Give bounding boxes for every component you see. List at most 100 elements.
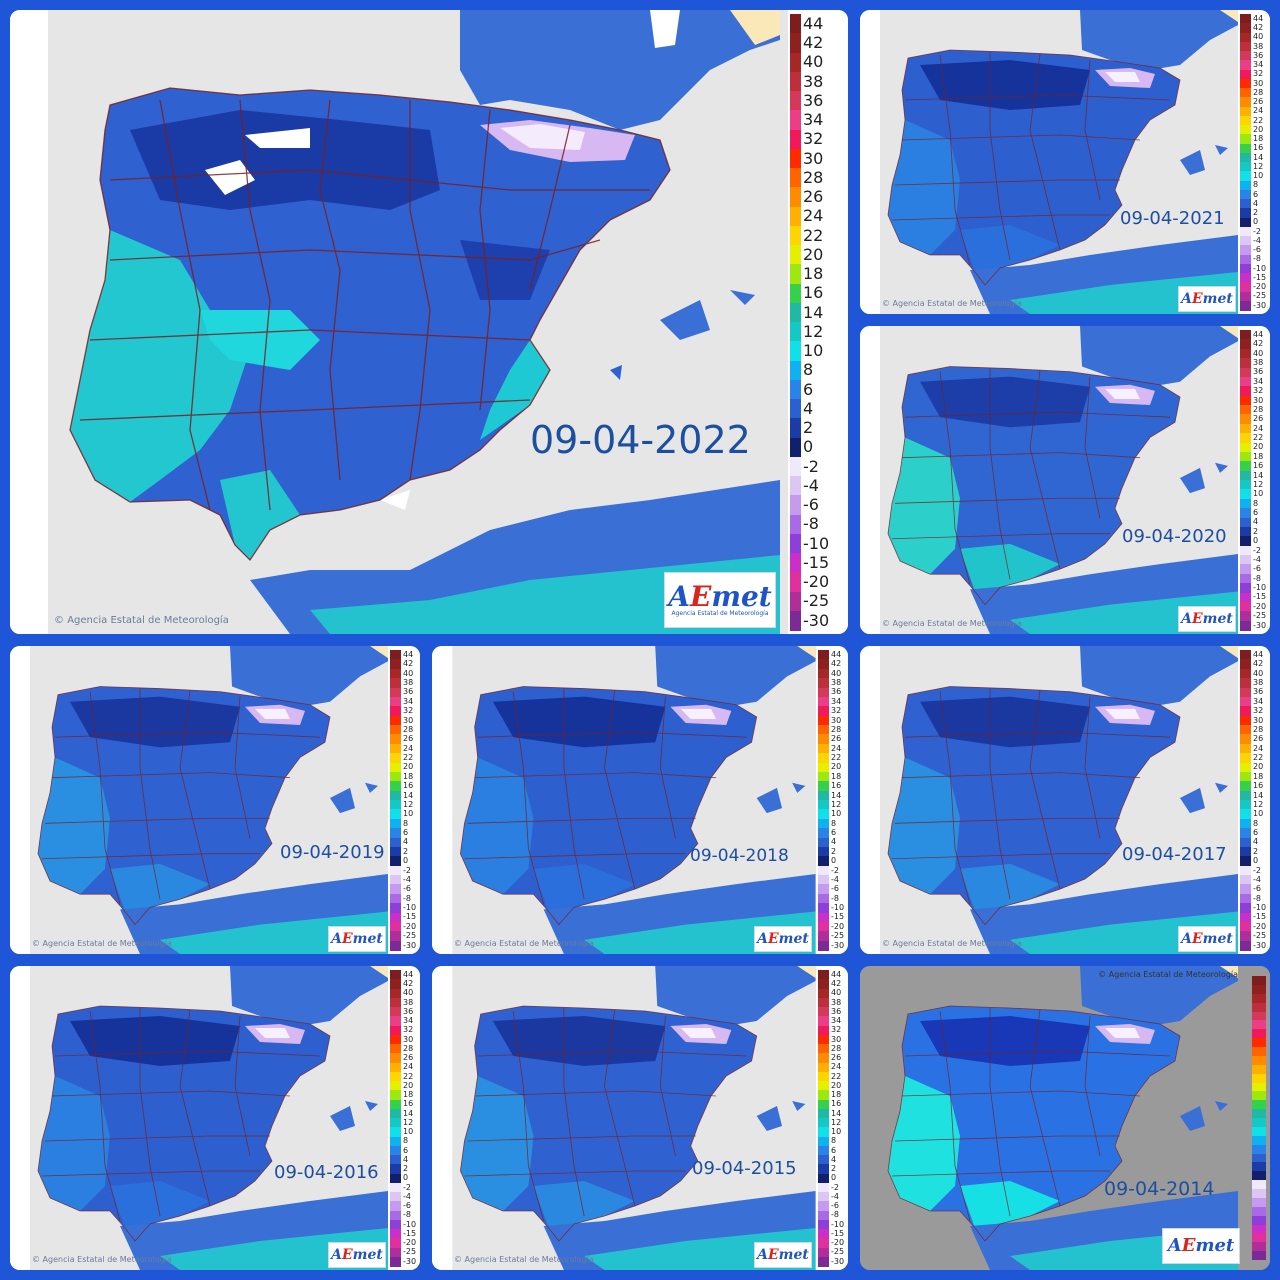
- scale-swatch: [790, 476, 801, 496]
- scale-swatch: [1240, 912, 1251, 923]
- scale-swatch: [818, 912, 829, 923]
- scale-swatch: [390, 1145, 401, 1156]
- scale-label: 0: [1253, 217, 1259, 227]
- scale-label: -10: [1253, 583, 1267, 593]
- scale-swatch: [1252, 1242, 1266, 1252]
- scale-label: 4: [403, 837, 409, 847]
- scale-swatch: [818, 1192, 829, 1202]
- scale-swatch: [1240, 696, 1251, 707]
- scale-label: 22: [1253, 753, 1264, 763]
- scale-swatch: [390, 715, 401, 726]
- panel-date: 09-04-2019: [280, 842, 385, 863]
- scale-swatch: [390, 734, 401, 745]
- scale-label: 18: [803, 264, 824, 284]
- scale-swatch: [1240, 330, 1251, 340]
- scale-label: -4: [1253, 235, 1261, 245]
- scale-swatch: [1240, 32, 1251, 43]
- scale-swatch: [1240, 781, 1251, 792]
- scale-label: 18: [403, 1090, 414, 1100]
- scale-label: 6: [831, 828, 837, 838]
- scale-swatch: [390, 1210, 401, 1221]
- scale-label: 40: [1253, 348, 1264, 358]
- scale-label: -4: [803, 475, 819, 495]
- aemet-logo: AEmet Agencia Estatal de Meteorología: [664, 572, 776, 628]
- scale-swatch: [1240, 940, 1251, 951]
- scale-label: 10: [1253, 489, 1264, 499]
- scale-swatch: [390, 1201, 401, 1212]
- scale-swatch: [1252, 1144, 1266, 1154]
- scale-label: 44: [831, 649, 842, 659]
- scale-swatch: [818, 988, 829, 999]
- scale-swatch: [390, 1256, 401, 1267]
- scale-label: 20: [803, 244, 824, 264]
- scale-swatch: [790, 322, 801, 342]
- scale-swatch: [1240, 51, 1251, 61]
- scale-swatch: [818, 1164, 829, 1175]
- scale-label: 12: [403, 799, 414, 809]
- scale-swatch: [790, 225, 801, 246]
- scale-swatch: [790, 110, 801, 131]
- scale-label: -6: [1253, 884, 1261, 894]
- color-scale: 44 42 40 38 36 34 32 30 28 26 24 22 20 18 16 14 12 10 8 6 4 2…: [1238, 326, 1270, 634]
- temperature-map: [10, 646, 420, 954]
- scale-swatch: [1240, 339, 1251, 350]
- scale-label: -15: [1253, 912, 1267, 922]
- scale-label: 0: [831, 856, 837, 866]
- map-panel-2020: 44 42 40 38 36 34 32 30 28 26 24 22 20 18 16 14 12 10 8 6 4 2…: [860, 326, 1270, 634]
- scale-swatch: [818, 1090, 829, 1101]
- scale-swatch: [1240, 620, 1251, 631]
- scale-label: 22: [403, 1071, 414, 1081]
- scale-label: -10: [831, 903, 845, 913]
- scale-swatch: [1240, 69, 1251, 80]
- scale-label: -6: [403, 884, 411, 894]
- scale-swatch: [1252, 1055, 1266, 1065]
- scale-swatch: [1240, 865, 1251, 876]
- scale-swatch: [390, 912, 401, 923]
- scale-swatch: [390, 1127, 401, 1138]
- scale-swatch: [790, 456, 801, 477]
- scale-label: -20: [1253, 601, 1267, 611]
- panel-date: 09-04-2016: [274, 1162, 379, 1183]
- scale-swatch: [818, 1136, 829, 1147]
- color-scale: 44 42 40 38 36 34 32 30 28 26 24 22 20 18 16 14 12 10 8 6 4 2…: [788, 10, 848, 634]
- scale-label: 2: [831, 846, 837, 856]
- scale-label: -4: [831, 874, 839, 884]
- scale-label: 22: [403, 753, 414, 763]
- scale-label: 26: [831, 1053, 842, 1063]
- scale-label: 44: [1253, 329, 1264, 339]
- scale-swatch: [818, 743, 829, 754]
- scale-label: 0: [403, 1173, 409, 1183]
- temperature-map: [432, 646, 848, 954]
- scale-label: 10: [1253, 809, 1264, 819]
- scale-swatch: [790, 71, 801, 92]
- scale-label: 2: [403, 846, 409, 856]
- scale-swatch: [390, 893, 401, 904]
- scale-label: -4: [831, 1191, 839, 1201]
- scale-label: -2: [403, 865, 411, 875]
- scale-swatch: [818, 1229, 829, 1239]
- scale-swatch: [1252, 984, 1266, 994]
- scale-label: 32: [1253, 706, 1264, 716]
- scale-label: 26: [403, 1053, 414, 1063]
- scale-swatch: [390, 1090, 401, 1101]
- scale-swatch: [1240, 226, 1251, 237]
- scale-swatch: [390, 650, 401, 660]
- scale-label: -25: [831, 1247, 845, 1257]
- scale-label: -30: [403, 1256, 417, 1266]
- scale-swatch: [390, 800, 401, 810]
- scale-label: 38: [1253, 358, 1264, 368]
- scale-label: 2: [803, 418, 814, 438]
- scale-swatch: [818, 931, 829, 942]
- scale-label: -30: [1253, 300, 1267, 310]
- scale-label: 42: [1253, 659, 1264, 669]
- temperature-map: [10, 10, 848, 634]
- scale-label: -10: [803, 533, 830, 553]
- scale-swatch: [1240, 405, 1251, 415]
- scale-swatch: [790, 418, 801, 439]
- scale-swatch: [790, 437, 801, 458]
- scale-label: 24: [1253, 106, 1264, 116]
- scale-swatch: [1240, 282, 1251, 293]
- scale-swatch: [1240, 734, 1251, 745]
- scale-label: -30: [1253, 620, 1267, 630]
- scale-label: -6: [403, 1201, 411, 1211]
